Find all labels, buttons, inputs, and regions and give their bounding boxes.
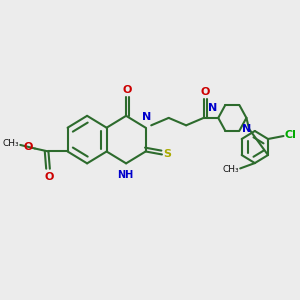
- Text: N: N: [242, 124, 252, 134]
- Text: O: O: [44, 172, 53, 182]
- Text: NH: NH: [117, 170, 134, 180]
- Text: O: O: [23, 142, 33, 152]
- Text: O: O: [122, 85, 132, 95]
- Text: CH₃: CH₃: [222, 164, 239, 173]
- Text: CH₃: CH₃: [2, 139, 19, 148]
- Text: O: O: [200, 87, 209, 97]
- Text: S: S: [163, 149, 171, 160]
- Text: N: N: [142, 112, 152, 122]
- Text: N: N: [208, 103, 217, 113]
- Text: Cl: Cl: [285, 130, 297, 140]
